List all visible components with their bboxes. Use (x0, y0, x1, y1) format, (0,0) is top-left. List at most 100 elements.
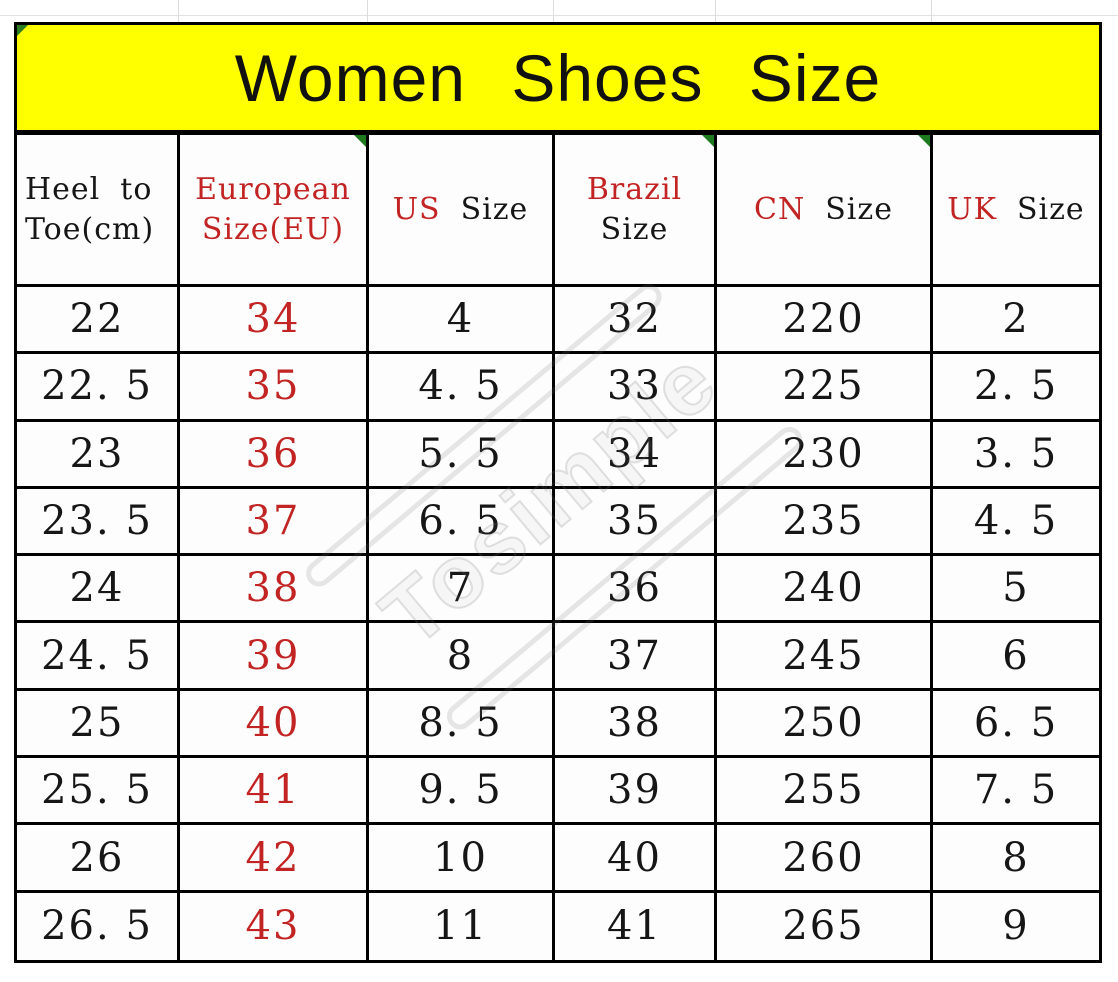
column-header-text: Size (825, 191, 893, 227)
table-cell: 23 (17, 421, 180, 489)
table-cell: 36 (180, 421, 369, 489)
table-cell: 38 (180, 556, 369, 624)
table-cell: 245 (717, 623, 933, 691)
table-cell: 23. 5 (17, 488, 180, 557)
table-cell: 34 (180, 287, 369, 355)
column-header-uk-size: UK Size (933, 135, 1099, 287)
table-cell: 22 (17, 287, 180, 355)
spreadsheet-gridline (931, 0, 932, 22)
table-cell: 39 (555, 758, 717, 826)
page-title: Women Shoes Size (234, 40, 882, 115)
table-cell: 3. 5 (933, 422, 1099, 489)
table-cell: 9 (1002, 903, 1030, 950)
spreadsheet-gridline (553, 0, 554, 22)
column-header-text: US (392, 191, 441, 227)
spreadsheet-gridline (178, 0, 179, 22)
column-header-text: CN (754, 191, 806, 227)
spreadsheet-gridline (0, 15, 1118, 16)
table-cell: 230 (717, 421, 933, 489)
table-cell: 35 (180, 354, 369, 422)
table-cell: 255 (717, 758, 933, 826)
table-cell: 38 (555, 690, 717, 759)
excel-marker-icon (354, 135, 366, 147)
table-cell: 235 (717, 488, 933, 557)
table-cell: 4 (369, 287, 555, 355)
table-cell: 4. 5 (933, 489, 1099, 557)
column-header-text: Size(EU) (201, 211, 345, 247)
table-cell: 2 (933, 287, 1099, 355)
excel-marker-icon (702, 135, 714, 147)
table-cell: 42 (180, 825, 369, 893)
column-header-line: Brazil (555, 170, 714, 210)
table-cell: 265 (717, 892, 933, 960)
column-header-line: US Size (369, 190, 552, 230)
column-header-text: Size (1016, 191, 1085, 227)
column-header-line: Toe(cm) (17, 210, 177, 250)
table-cell: 250 (717, 690, 933, 759)
table-cell: 41 (180, 758, 369, 826)
excel-marker-icon (918, 135, 930, 147)
table-cell: 7. 5 (933, 758, 1099, 826)
table-cell: 22. 5 (17, 354, 180, 422)
column-header-cn-size: CN Size (717, 135, 933, 287)
column-header-us-size: US Size (369, 135, 555, 287)
table-cell: 10 (369, 825, 555, 893)
column-header-line: UK Size (933, 190, 1099, 230)
column-header-text: Size (600, 211, 669, 247)
table-cell: 34 (555, 421, 717, 489)
table-cell: 260 (717, 825, 933, 893)
table-cell: 7 (369, 556, 555, 624)
table-cell: 24. 5 (17, 623, 180, 691)
column-header-text: European (195, 171, 351, 207)
column-header-text: Brazil (586, 171, 683, 207)
table-cell: 8. 5 (369, 690, 555, 759)
table-cell: 6 (933, 623, 1099, 691)
table-cell: 40 (180, 690, 369, 759)
table-cell: 220 (717, 287, 933, 355)
table-cell: 26. 5 (17, 892, 180, 960)
table-cell: 32 (555, 287, 717, 355)
table-cell: 8 (933, 825, 1099, 893)
column-header-line: Size(EU) (180, 210, 366, 250)
column-header-brazil-size: Brazil Size (555, 135, 717, 287)
column-header-text: Heel (25, 171, 101, 207)
table-cell: 9. 5 (369, 758, 555, 826)
column-header-text: Size (460, 191, 529, 227)
table-cell: 33 (555, 354, 717, 422)
table-cell: 2. 5 (933, 354, 1099, 422)
size-chart-table: Heel to Toe(cm) European Size(EU) US Size Brazi… (14, 132, 1102, 963)
column-header-line: CN Size (717, 190, 930, 230)
table-cell: 36 (555, 556, 717, 624)
spreadsheet-gridline (367, 0, 368, 22)
table-cell: 6. 5 (933, 691, 1099, 759)
table-cell: 240 (717, 556, 933, 624)
table-cell: 41 (555, 892, 717, 960)
table-cell: 225 (717, 354, 933, 422)
table-cell: 11 (369, 892, 555, 960)
spreadsheet-gridline (715, 0, 716, 22)
column-header-text: to (120, 171, 153, 207)
table-cell: 25 (17, 690, 180, 759)
title-banner: Women Shoes Size (14, 22, 1102, 132)
table-cell: 6. 5 (369, 488, 555, 557)
table-cell: 4. 5 (369, 354, 555, 422)
table-cell: 25. 5 (17, 758, 180, 826)
table-cell: 24 (17, 556, 180, 624)
table-cell: 35 (555, 488, 717, 557)
column-header-line: European (180, 170, 366, 210)
table-cell: 40 (555, 825, 717, 893)
column-header-text: UK (947, 191, 997, 227)
column-header-heel-to-toe: Heel to Toe(cm) (17, 135, 180, 287)
column-header-text: Toe(cm) (25, 211, 155, 247)
table-cell: 5. 5 (369, 421, 555, 489)
table-cell: 37 (555, 623, 717, 691)
excel-marker-icon (17, 25, 28, 36)
column-header-european-size: European Size(EU) (180, 135, 369, 287)
table-cell: 26 (17, 825, 180, 893)
column-header-line: Heel to (17, 170, 177, 210)
table-cell: 5 (933, 556, 1099, 624)
column-header-line: Size (555, 210, 714, 250)
table-cell: 8 (369, 623, 555, 691)
table-cell: 39 (180, 623, 369, 691)
